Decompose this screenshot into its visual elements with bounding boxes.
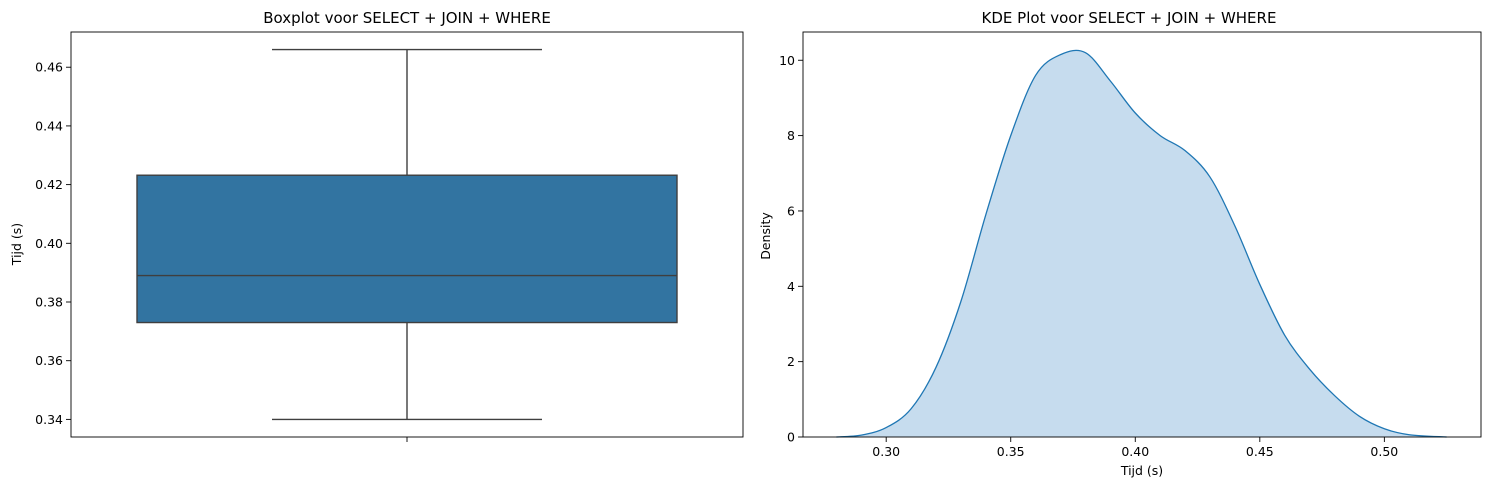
boxplot-y-tick-label: 0.40 xyxy=(35,236,63,251)
kde-y-ticks: 0 2 4 6 8 10 xyxy=(779,53,803,445)
kde-x-ticks: 0.30 0.35 0.40 0.45 0.50 xyxy=(872,437,1398,459)
boxplot-y-tick-label: 0.38 xyxy=(35,295,63,310)
kde-y-tick-label: 0 xyxy=(787,430,795,445)
boxplot-y-tick-label: 0.34 xyxy=(35,412,63,427)
kde-line xyxy=(836,49,1447,438)
kde-y-tick-label: 2 xyxy=(787,354,795,369)
boxplot-panel: Boxplot voor SELECT + JOIN + WHERE Tijd … xyxy=(9,9,744,442)
kde-title: KDE Plot voor SELECT + JOIN + WHERE xyxy=(982,9,1277,27)
kde-x-tick-label: 0.40 xyxy=(1121,444,1149,459)
kde-panel: KDE Plot voor SELECT + JOIN + WHERE Dens… xyxy=(758,9,1482,478)
kde-x-tick-label: 0.45 xyxy=(1246,444,1274,459)
boxplot-y-tick-label: 0.42 xyxy=(35,177,63,192)
kde-y-tick-label: 8 xyxy=(787,128,795,143)
kde-ylabel: Density xyxy=(758,212,773,260)
boxplot-ylabel: Tijd (s) xyxy=(9,223,24,266)
boxplot-y-tick-label: 0.44 xyxy=(35,118,63,133)
boxplot-y-ticks: 0.34 0.36 0.38 0.40 0.42 0.44 0.46 xyxy=(35,60,71,427)
kde-axes-frame xyxy=(802,31,1482,438)
kde-x-tick-label: 0.30 xyxy=(872,444,900,459)
kde-fill xyxy=(836,50,1447,437)
kde-y-tick-label: 4 xyxy=(787,279,795,294)
kde-x-tick-label: 0.35 xyxy=(997,444,1025,459)
boxplot-body xyxy=(136,48,678,421)
kde-xlabel: Tijd (s) xyxy=(1120,463,1163,478)
boxplot-y-tick-label: 0.36 xyxy=(35,353,63,368)
boxplot-title: Boxplot voor SELECT + JOIN + WHERE xyxy=(263,9,551,27)
kde-area xyxy=(836,49,1447,438)
kde-y-tick-label: 6 xyxy=(787,203,795,218)
kde-y-tick-label: 10 xyxy=(779,53,795,68)
iqr-box xyxy=(136,174,678,324)
kde-x-tick-label: 0.50 xyxy=(1370,444,1398,459)
boxplot-y-tick-label: 0.46 xyxy=(35,60,63,75)
